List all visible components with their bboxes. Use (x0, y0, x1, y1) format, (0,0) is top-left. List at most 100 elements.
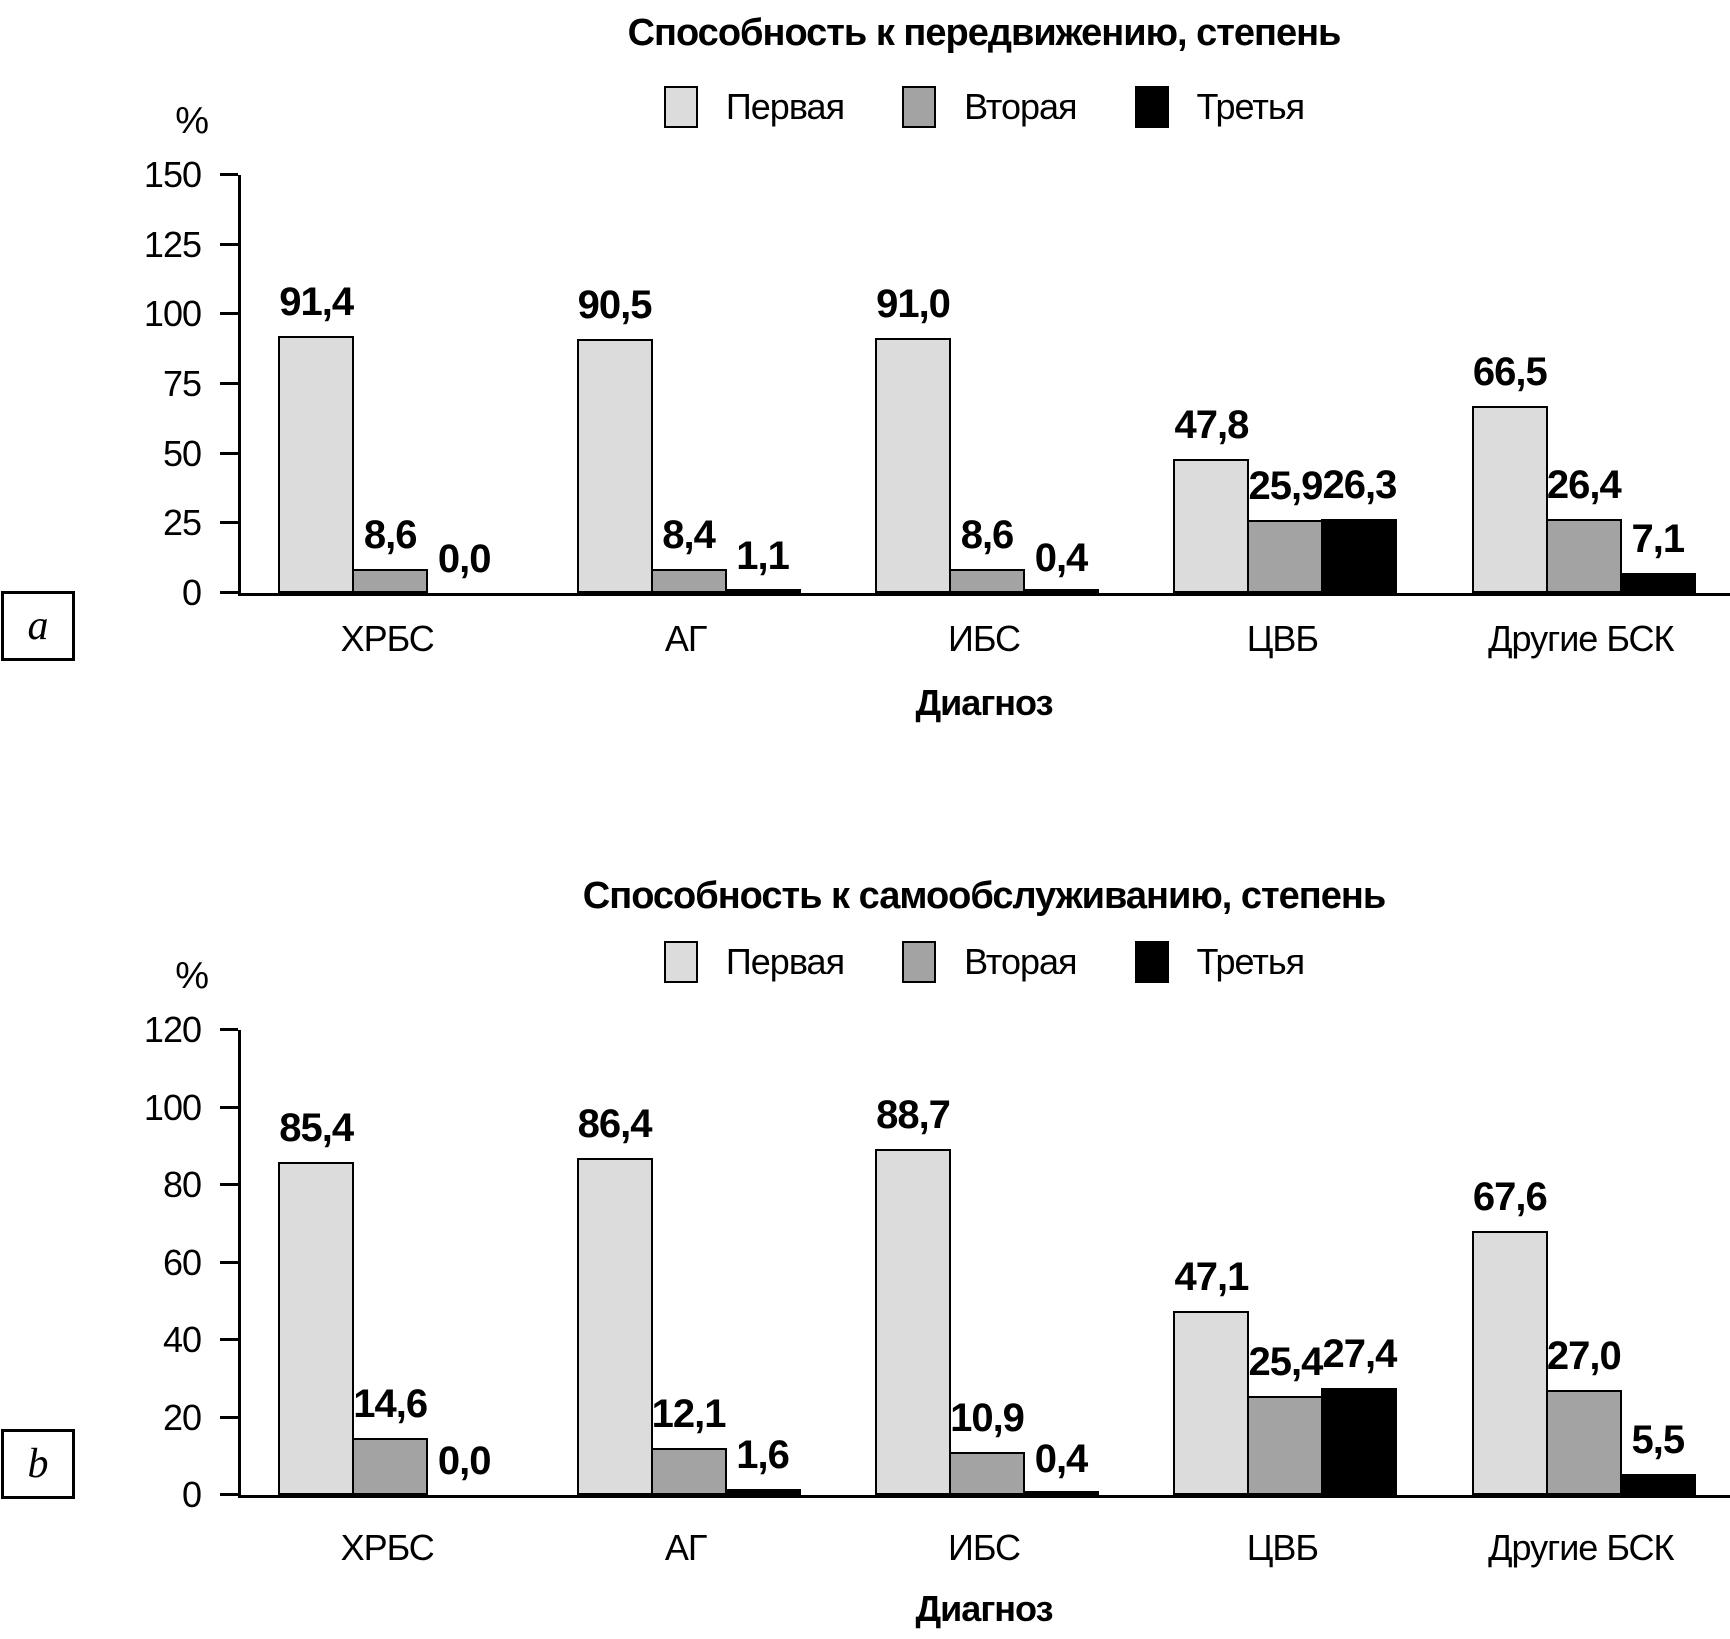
bar-value-label: 14,6 (353, 1382, 428, 1426)
legend-swatch (663, 86, 698, 128)
bar-value-label: 26,4 (1546, 463, 1622, 507)
legend-label: Третья (1196, 86, 1306, 127)
y-axis-unit-label: % (175, 955, 209, 997)
legend: Первая Вторая Третья (238, 941, 1730, 983)
bar-Третья-ЦВБ (1321, 1388, 1398, 1495)
y-axis-tick-label: 150 (143, 154, 202, 195)
bar-value-label: 12,1 (651, 1392, 727, 1436)
y-axis-tick-label: 125 (143, 223, 202, 265)
bar-Первая-Другие БСК (1471, 1231, 1548, 1495)
bar-value-label: 8,6 (363, 513, 418, 557)
legend-item: Первая (663, 86, 845, 128)
y-axis-tick (220, 1493, 238, 1496)
bar-Первая-АГ (576, 1158, 653, 1495)
legend-item: Третья (1134, 86, 1306, 128)
legend-swatch (1134, 941, 1169, 983)
x-axis-category-label: ИБС (947, 618, 1021, 659)
bar-Третья-ИБС (1023, 589, 1099, 593)
bar-value-label: 1,6 (736, 1433, 790, 1477)
y-axis-tick (220, 382, 238, 385)
bar-Первая-Другие БСК (1471, 406, 1548, 593)
bar-value-label: 0,0 (437, 1439, 492, 1483)
x-axis-category-labels: ХРБС АГ ИБС ЦВБ Другие БСК (238, 1527, 1730, 1575)
y-axis-unit-label: % (175, 100, 209, 142)
y-axis-tick (220, 242, 238, 246)
y-axis-tick-label: 25 (162, 502, 202, 544)
bar-value-label: 91,4 (279, 280, 354, 324)
legend-label: Вторая (964, 86, 1077, 127)
y-axis-tick-label: 0 (181, 572, 202, 613)
bar-Вторая-ХРБС (352, 569, 429, 593)
bar-value-label: 0,4 (1034, 536, 1089, 580)
y-axis-tick-label: 75 (162, 363, 202, 404)
y-axis-tick (220, 173, 238, 176)
y-axis-tick (220, 1183, 238, 1187)
legend-swatch (902, 86, 937, 128)
bar-value-label: 0,4 (1034, 1437, 1089, 1481)
legend: Первая Вторая Третья (238, 86, 1730, 128)
plot-area: % 0 20 40 60 80 100 120 85,4 14,6 0,0 86,4 12,1 1,6 8… (144, 955, 1730, 1513)
y-axis-tick-label: 100 (143, 1086, 202, 1128)
y-axis-tick-label: 120 (143, 1009, 202, 1050)
legend-item: Первая (663, 941, 845, 983)
bar-Первая-ЦВБ (1173, 459, 1250, 593)
bar-Третья-Другие БСК (1619, 573, 1696, 593)
bar-value-label: 67,6 (1472, 1175, 1548, 1219)
bar-Первая-АГ (576, 339, 653, 593)
bar-value-label: 90,5 (577, 283, 653, 327)
legend-swatch (902, 941, 937, 983)
bar-Первая-ЦВБ (1173, 1311, 1250, 1495)
x-axis-title: Диагноз (915, 682, 1054, 723)
panel-letter: a (27, 603, 49, 649)
legend-label: Первая (725, 941, 845, 982)
bar-value-label: 8,6 (960, 513, 1015, 557)
bar-value-label: 91,0 (876, 282, 951, 326)
panel-label-b: b (1, 1429, 75, 1499)
x-axis-category-label: АГ (664, 1527, 708, 1568)
y-axis-tick-label: 0 (181, 1474, 202, 1515)
bar-Первая-ИБС (875, 1149, 951, 1495)
y-axis-tick-label: 100 (143, 293, 202, 335)
plot-area: % 0 25 50 75 100 125 150 91,4 8,6 0,0 90,5 8,4 1,1 91… (144, 100, 1730, 611)
legend-swatch (663, 941, 698, 983)
y-axis-tick-label: 40 (162, 1319, 202, 1361)
bar-Вторая-Другие БСК (1545, 1390, 1622, 1495)
bar-value-label: 47,8 (1174, 403, 1249, 447)
y-axis-tick (220, 451, 238, 455)
bar-Вторая-АГ (650, 1448, 727, 1495)
legend-item: Третья (1134, 941, 1305, 983)
x-axis-category-label: Другие БСК (1488, 618, 1674, 659)
y-axis-tick (220, 1338, 238, 1342)
bar-value-label: 26,3 (1322, 463, 1397, 507)
panel-label-a: a (1, 591, 75, 661)
mobility-degree-chart: Способность к передвижению, степень Перв… (0, 0, 1730, 760)
bar-Вторая-ИБС (949, 1452, 1025, 1495)
bar-value-label: 66,5 (1472, 350, 1548, 394)
bar-Вторая-ЦВБ (1247, 1396, 1324, 1495)
x-axis-category-label: Другие БСК (1488, 1527, 1674, 1568)
bar-Вторая-ИБС (949, 569, 1025, 593)
x-axis-category-label: ИБС (947, 1527, 1021, 1568)
bar-Вторая-АГ (650, 569, 727, 593)
bar-Вторая-ЦВБ (1247, 520, 1324, 593)
y-axis-tick (220, 521, 238, 525)
bar-Вторая-ХРБС (352, 1438, 429, 1495)
x-axis-category-labels: ХРБС АГ ИБС ЦВБ Другие БСК (238, 618, 1730, 666)
y-axis-tick (220, 1105, 238, 1109)
bar-value-label: 5,5 (1631, 1418, 1685, 1462)
y-axis-tick-label: 60 (162, 1241, 202, 1283)
legend-item: Вторая (902, 86, 1078, 128)
bar-Первая-ИБС (875, 338, 951, 593)
bar-value-label: 1,1 (736, 534, 790, 578)
bar-value-label: 86,4 (577, 1102, 653, 1146)
bar-Третья-АГ (724, 589, 801, 593)
x-axis-title: Диагноз (915, 1588, 1054, 1629)
bar-value-label: 25,4 (1248, 1340, 1323, 1384)
bar-value-label: 27,0 (1546, 1334, 1622, 1378)
y-axis-tick-label: 20 (162, 1396, 202, 1438)
x-axis-category-label: ЦВБ (1246, 1527, 1319, 1568)
y-axis-tick (220, 1415, 238, 1419)
bar-Первая-ХРБС (278, 336, 355, 593)
x-axis-category-label: АГ (664, 618, 708, 659)
bar-Первая-ХРБС (278, 1162, 355, 1495)
